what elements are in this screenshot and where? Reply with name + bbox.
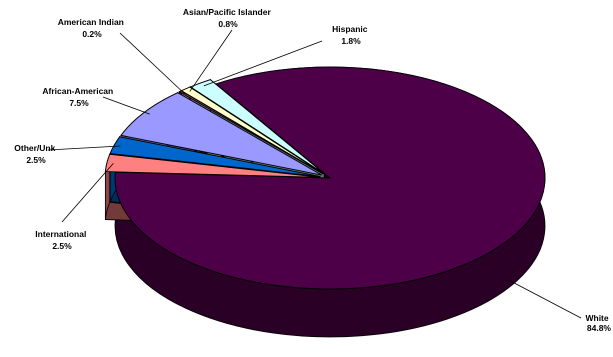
slice-other-unk: [109, 136, 321, 177]
leader-lines: [47, 29, 582, 319]
leader-line-asian-pacific-islander: [189, 29, 233, 92]
slice-hispanic: [189, 79, 325, 175]
label-international: International 2.5%: [35, 229, 88, 251]
leader-line-white: [509, 280, 582, 319]
leader-line-other-unk: [47, 145, 121, 151]
slice-international: [104, 153, 321, 178]
label-asian-pacific-islander: Asian/Pacific Islander 0.8%: [183, 7, 273, 29]
label-african-american: African-American 7.5%: [42, 86, 115, 108]
label-american-indian: American Indian 0.2%: [58, 17, 127, 39]
label-hispanic: Hispanic 1.8%: [332, 24, 370, 46]
slice-white: [114, 66, 546, 290]
pie-tops: [104, 66, 546, 290]
leader-line-hispanic: [203, 40, 323, 87]
leader-line-international: [61, 163, 114, 223]
leader-line-african-american: [102, 96, 150, 115]
label-white: White 84.8%: [585, 313, 611, 333]
label-other-unk: Other/Unk 2.5%: [14, 143, 57, 165]
leader-line-american-indian: [119, 32, 185, 95]
